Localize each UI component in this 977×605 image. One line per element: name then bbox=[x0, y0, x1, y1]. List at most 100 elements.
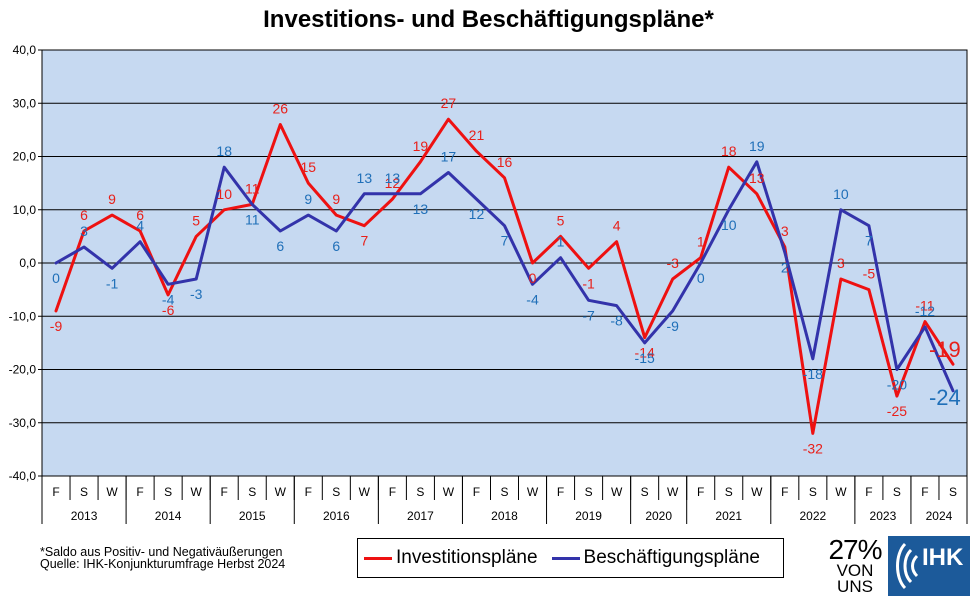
data-label: 0 bbox=[529, 270, 537, 286]
grid-lines bbox=[42, 102, 967, 424]
x-tick-label: W bbox=[667, 485, 679, 499]
y-tick-label: -30,0 bbox=[9, 416, 37, 430]
year-label: 2013 bbox=[71, 509, 98, 523]
line-chart: 40,030,020,010,00,0-10,0-20,0-30,0-40,0 … bbox=[9, 43, 968, 524]
x-tick-label: S bbox=[332, 485, 340, 499]
data-label: 15 bbox=[300, 159, 316, 175]
x-tick-label: W bbox=[443, 485, 455, 499]
data-label: -20 bbox=[887, 377, 907, 393]
data-label: 3 bbox=[80, 223, 88, 239]
x-axis: F S W F S W F S W F S W F S W F S W F S W S W F S W F S W F S F S 2013 201… bbox=[41, 476, 968, 524]
data-label: 18 bbox=[721, 143, 737, 159]
y-tick-label: -40,0 bbox=[9, 469, 37, 483]
y-tick-label: 10,0 bbox=[13, 203, 37, 217]
y-axis-ticks: 40,0 30,0 20,0 10,0 0,0 -10,0 -20,0 -30,0 -40,0 bbox=[9, 43, 42, 483]
data-label: 4 bbox=[613, 218, 621, 234]
data-label: -4 bbox=[162, 291, 175, 307]
legend-swatch-employment bbox=[551, 556, 580, 560]
x-tick-label: F bbox=[389, 485, 396, 499]
data-label: 13 bbox=[413, 201, 429, 217]
series-line-employment bbox=[54, 160, 955, 393]
data-label: 12 bbox=[469, 206, 485, 222]
x-tick-label: W bbox=[751, 485, 763, 499]
data-label: 16 bbox=[497, 154, 513, 170]
data-label: -18 bbox=[803, 366, 823, 382]
x-tick-label: F bbox=[557, 485, 564, 499]
x-tick-label: S bbox=[164, 485, 172, 499]
y-tick-label: -10,0 bbox=[9, 309, 37, 323]
data-label: -1 bbox=[582, 275, 595, 291]
year-label: 2018 bbox=[491, 509, 518, 523]
data-label: 13 bbox=[749, 170, 765, 186]
x-tick-label: F bbox=[865, 485, 872, 499]
data-label: 12 bbox=[385, 175, 401, 191]
y-tick-label: -20,0 bbox=[9, 363, 37, 377]
x-tick-label: S bbox=[585, 485, 593, 499]
x-tick-label: W bbox=[106, 485, 118, 499]
data-label: -15 bbox=[635, 350, 655, 366]
data-label: -6 bbox=[162, 302, 175, 318]
data-label: -25 bbox=[887, 403, 907, 419]
data-label: -1 bbox=[106, 275, 119, 291]
data-label: -9 bbox=[50, 318, 63, 334]
data-label: 19 bbox=[749, 138, 765, 154]
x-tick-label: S bbox=[248, 485, 256, 499]
data-label: -14 bbox=[635, 345, 655, 361]
x-tick-label: W bbox=[359, 485, 371, 499]
data-label: 10 bbox=[216, 186, 232, 202]
data-label: 3 bbox=[837, 255, 845, 271]
data-label: -3 bbox=[666, 255, 679, 271]
data-label: -32 bbox=[803, 440, 823, 456]
legend-item-employment: Beschäftigungspläne bbox=[551, 547, 760, 569]
data-label: 0 bbox=[52, 270, 60, 286]
data-label: -4 bbox=[526, 291, 539, 307]
data-label: 9 bbox=[332, 191, 340, 207]
data-label: 1 bbox=[557, 234, 565, 250]
data-label: 6 bbox=[276, 238, 284, 254]
x-tick-label: F bbox=[221, 485, 228, 499]
year-label: 2015 bbox=[239, 509, 266, 523]
data-label: 6 bbox=[136, 207, 144, 223]
data-label: 7 bbox=[865, 233, 873, 249]
logo-percent: 27% bbox=[828, 534, 882, 565]
series-lines bbox=[54, 117, 955, 435]
x-tick-label: F bbox=[136, 485, 143, 499]
logo-brand: IHK bbox=[922, 544, 964, 571]
x-tick-label: F bbox=[921, 485, 928, 499]
footnote-source: Quelle: IHK-Konjunkturumfrage Herbst 202… bbox=[40, 557, 286, 571]
data-label: 13 bbox=[385, 170, 401, 186]
data-label: 1 bbox=[697, 234, 705, 250]
x-tick-label: S bbox=[949, 485, 957, 499]
x-tick-label: S bbox=[641, 485, 649, 499]
data-label: 11 bbox=[245, 180, 260, 196]
data-label: 9 bbox=[108, 191, 116, 207]
data-label: -7 bbox=[582, 307, 595, 323]
legend-label-investment: Investitionspläne bbox=[396, 547, 538, 568]
data-label: 5 bbox=[557, 212, 565, 228]
data-label: 21 bbox=[469, 127, 485, 143]
year-label: 2022 bbox=[799, 509, 826, 523]
x-tick-label: F bbox=[52, 485, 59, 499]
data-label: -8 bbox=[610, 313, 623, 329]
footnote-definition: *Saldo aus Positiv- und Negativäußerunge… bbox=[40, 545, 283, 559]
y-tick-label: 20,0 bbox=[13, 150, 37, 164]
logo-subtitle: VON UNS bbox=[836, 561, 874, 596]
data-label: 10 bbox=[721, 217, 737, 233]
chart-title: Investitions- und Beschäftigungspläne* bbox=[263, 6, 714, 33]
data-label: 7 bbox=[360, 233, 368, 249]
x-tick-label: W bbox=[527, 485, 539, 499]
x-tick-label: W bbox=[191, 485, 203, 499]
data-label: 0 bbox=[697, 270, 705, 286]
year-label: 2017 bbox=[407, 509, 434, 523]
series-line-investment bbox=[54, 117, 955, 435]
x-tick-label: S bbox=[500, 485, 508, 499]
data-label: 19 bbox=[413, 138, 429, 154]
data-label: 10 bbox=[833, 186, 849, 202]
data-label: 3 bbox=[781, 223, 789, 239]
data-label: 26 bbox=[272, 101, 288, 117]
data-label: -9 bbox=[666, 318, 679, 334]
legend-swatch-investment bbox=[364, 556, 392, 560]
x-tick-label: F bbox=[305, 485, 312, 499]
year-label: 2016 bbox=[323, 509, 350, 523]
